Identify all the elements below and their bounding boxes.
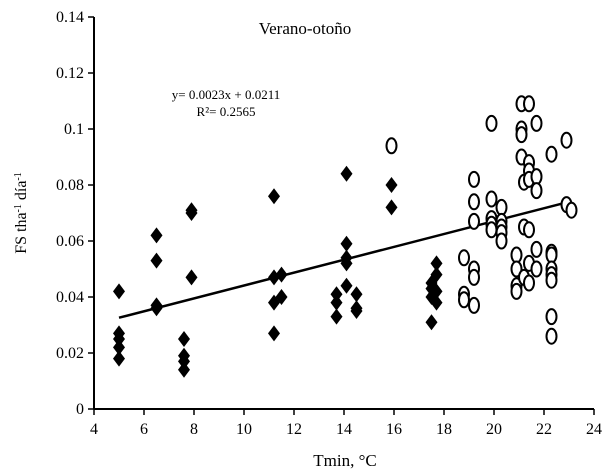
y-label-main: FS tha	[13, 212, 30, 253]
circle-point	[468, 296, 480, 314]
x-tick-label: 6	[140, 421, 148, 438]
x-tick-label: 24	[586, 421, 602, 438]
diamond-point	[430, 294, 443, 311]
x-tick-label: 10	[236, 421, 252, 438]
diamond-series	[113, 165, 443, 378]
y-label-unit: día	[13, 181, 30, 205]
x-tick-label: 14	[336, 421, 352, 438]
diamond-point	[350, 303, 363, 319]
diamond-point	[268, 325, 280, 342]
diamond-point	[178, 353, 190, 370]
diamond-point	[150, 252, 163, 269]
circle-point	[530, 260, 543, 278]
circle-point	[530, 168, 543, 186]
diamond-point	[430, 266, 443, 283]
y-label-exp2: -1	[13, 172, 24, 180]
diamond-point	[340, 277, 353, 294]
circle-point	[510, 246, 523, 264]
circle-point	[545, 271, 558, 289]
y-tick-label: 0.1	[64, 121, 84, 138]
y-axis-label: FS tha-1 día-1	[13, 172, 31, 254]
diamond-point	[330, 286, 343, 303]
diamond-point	[340, 235, 353, 252]
diamond-point	[185, 269, 198, 286]
circle-point	[385, 137, 398, 155]
circle-point	[545, 246, 558, 264]
diamond-point	[340, 165, 353, 182]
diamond-point	[185, 205, 198, 221]
circle-point	[523, 95, 535, 113]
y-tick-label: 0.14	[56, 9, 84, 26]
diamond-point	[385, 177, 398, 193]
diamond-point	[275, 266, 288, 283]
diamond-point	[178, 361, 190, 378]
circle-point	[495, 198, 508, 216]
y-ticks: 0 0.02 0.04 0.06 0.08 0.1 0.12 0.14	[56, 9, 94, 418]
circle-point	[468, 193, 480, 211]
y-tick-label: 0	[76, 401, 84, 418]
y-tick-label: 0.08	[56, 177, 84, 194]
circle-point	[523, 221, 535, 239]
circle-series	[385, 95, 578, 345]
circle-point	[510, 282, 523, 300]
circle-point	[458, 249, 470, 267]
circle-point	[495, 232, 508, 250]
diamond-point	[178, 331, 190, 347]
y-label-exp1: -1	[13, 204, 24, 212]
x-tick-label: 20	[486, 421, 502, 438]
circle-point	[545, 145, 558, 163]
y-tick-label: 0.06	[56, 233, 84, 250]
circle-point	[523, 274, 535, 292]
x-axis-label: Tmin, °C	[313, 451, 376, 470]
diamond-point	[150, 300, 163, 317]
x-tick-label: 12	[286, 421, 302, 438]
x-tick-label: 18	[436, 421, 452, 438]
circle-point	[468, 268, 480, 286]
diamond-point	[150, 227, 163, 244]
circle-point	[545, 308, 558, 326]
circle-point	[458, 291, 470, 309]
x-ticks: 4 6 8 10 12 14 16 18 20 22 24	[90, 409, 602, 438]
circle-point	[515, 126, 528, 144]
circle-point	[485, 190, 498, 208]
circle-point	[530, 182, 543, 200]
x-tick-label: 8	[190, 421, 198, 438]
chart-title: Verano-otoño	[259, 19, 352, 38]
diamond-point	[275, 289, 288, 305]
axes	[93, 17, 594, 410]
diamond-point	[330, 308, 343, 325]
x-tick-label: 4	[90, 421, 98, 438]
y-tick-label: 0.12	[56, 65, 84, 82]
circle-point	[485, 221, 498, 239]
x-tick-label: 22	[536, 421, 552, 438]
diamond-point	[430, 255, 443, 272]
diamond-point	[113, 339, 125, 356]
diamond-point	[330, 294, 343, 311]
regression-equation: y= 0.0023x + 0.0211	[172, 87, 280, 102]
circle-point	[530, 114, 543, 132]
circle-point	[560, 131, 573, 149]
diamond-point	[425, 314, 438, 331]
diamond-point	[430, 283, 443, 300]
circle-point	[468, 170, 480, 188]
diamond-point	[350, 286, 363, 303]
diamond-point	[268, 188, 280, 205]
x-tick-label: 16	[386, 421, 402, 438]
diamond-point	[113, 350, 125, 367]
r-squared-label: R²= 0.2565	[197, 104, 256, 119]
circle-point	[485, 114, 498, 132]
y-tick-label: 0.04	[56, 289, 84, 306]
diamond-point	[113, 331, 125, 347]
y-tick-label: 0.02	[56, 345, 84, 362]
circle-point	[468, 212, 480, 230]
diamond-point	[113, 283, 125, 300]
diamond-point	[385, 199, 398, 216]
diamond-point	[340, 255, 353, 272]
circle-point	[565, 201, 578, 219]
circle-point	[545, 327, 558, 345]
circle-point	[530, 240, 543, 258]
